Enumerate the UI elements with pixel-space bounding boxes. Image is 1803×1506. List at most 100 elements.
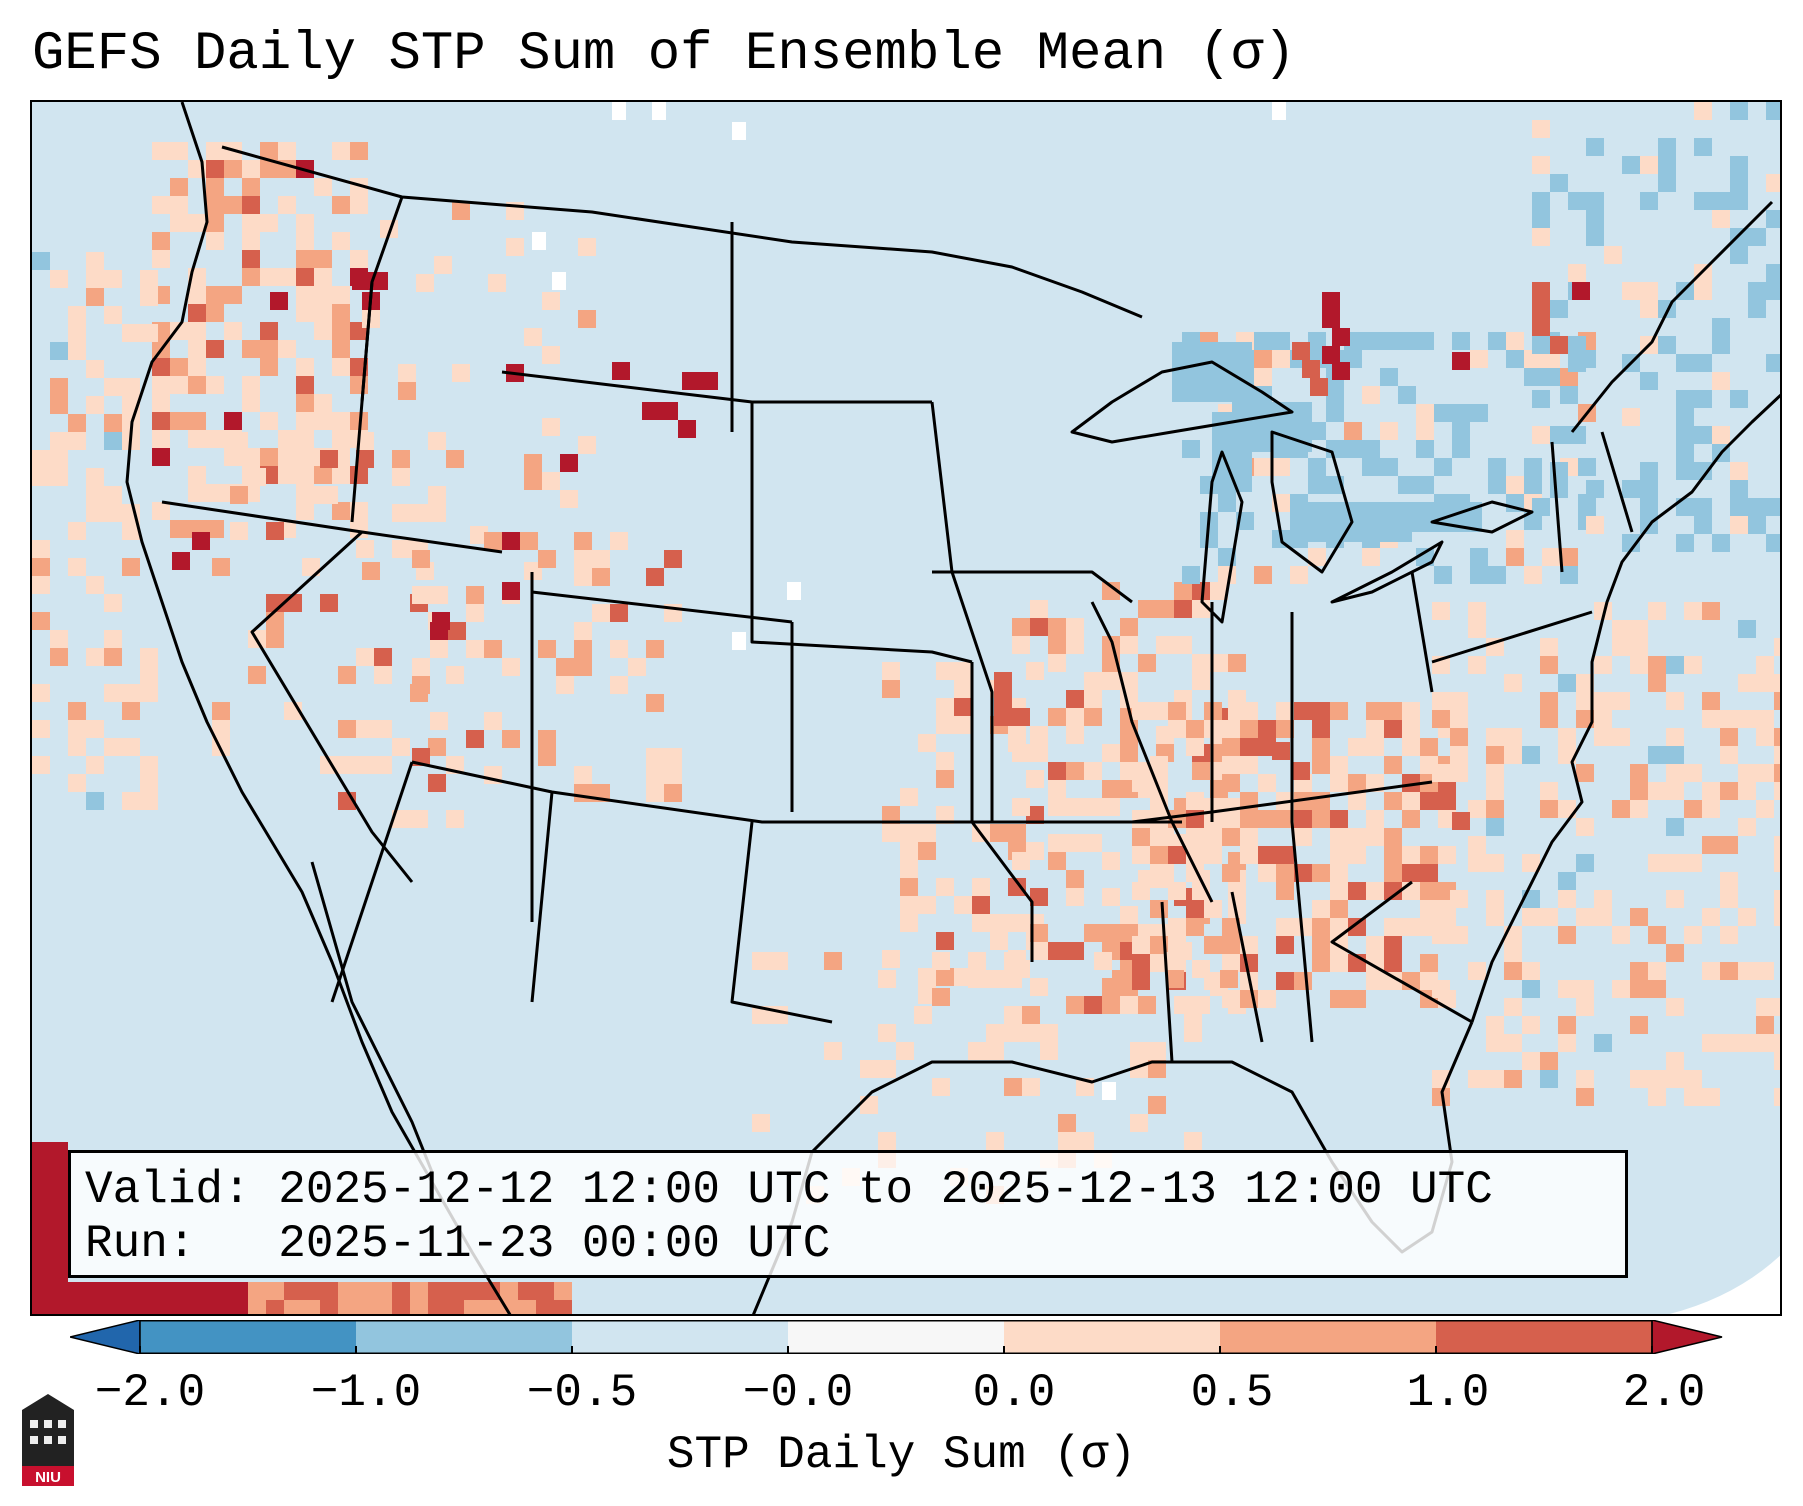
anomaly-cell: [1240, 828, 1258, 846]
anomaly-cell: [1384, 954, 1402, 972]
anomaly-cell: [488, 274, 506, 292]
anomaly-cell: [1594, 710, 1612, 728]
anomaly-cell: [1384, 972, 1402, 990]
anomaly-cell: [1330, 900, 1348, 918]
anomaly-cell: [242, 448, 260, 466]
anomaly-cell: [1366, 828, 1384, 846]
anomaly-cell: [374, 1300, 392, 1314]
anomaly-cell: [1730, 498, 1748, 516]
anomaly-cell: [1450, 710, 1468, 728]
anomaly-cell: [50, 432, 68, 450]
anomaly-cell: [1348, 828, 1366, 846]
anomaly-cell: [1532, 282, 1550, 300]
anomaly-cell: [428, 1282, 446, 1300]
anomaly-cell: [524, 328, 542, 346]
anomaly-cell: [1468, 656, 1486, 674]
anomaly-cell: [1150, 792, 1168, 810]
anomaly-cell: [1048, 762, 1066, 780]
anomaly-cell: [1524, 476, 1542, 494]
anomaly-cell: [188, 304, 206, 322]
anomaly-cell: [206, 340, 224, 358]
anomaly-cell: [1558, 674, 1576, 692]
anomaly-cell: [1150, 954, 1168, 972]
anomaly-cell: [1434, 404, 1452, 422]
anomaly-cell: [86, 486, 104, 504]
anomaly-cell: [1648, 656, 1666, 674]
anomaly-cell: [1702, 908, 1720, 926]
anomaly-cell: [1004, 1078, 1022, 1096]
anomaly-cell: [1348, 846, 1366, 864]
anomaly-cell: [896, 1042, 914, 1060]
anomaly-cell: [1120, 636, 1138, 654]
anomaly-cell: [314, 250, 332, 268]
anomaly-cell: [1272, 332, 1290, 350]
anomaly-cell: [86, 720, 104, 738]
anomaly-cell: [1204, 846, 1222, 864]
anomaly-cell: [1312, 936, 1330, 954]
boundary-line: [1430, 500, 1534, 534]
anomaly-cell: [50, 450, 68, 468]
anomaly-cell: [1348, 990, 1366, 1008]
anomaly-cell: [350, 250, 368, 268]
anomaly-cell: [104, 270, 122, 288]
anomaly-cell: [1666, 764, 1684, 782]
anomaly-cell: [882, 824, 900, 842]
anomaly-cell: [1576, 854, 1594, 872]
anomaly-cell: [446, 810, 464, 828]
anomaly-cell: [1384, 828, 1402, 846]
anomaly-cell: [1468, 836, 1486, 854]
anomaly-cell: [1222, 918, 1240, 936]
anomaly-cell: [560, 454, 578, 472]
anomaly-cell: [32, 468, 50, 486]
anomaly-cell: [1302, 360, 1320, 378]
anomaly-cell: [1702, 962, 1720, 980]
anomaly-cell: [1774, 1034, 1780, 1052]
anomaly-cell: [1292, 342, 1310, 360]
boundary-line: [750, 402, 973, 664]
anomaly-cell: [1504, 1070, 1522, 1088]
anomaly-cell: [32, 1250, 50, 1268]
anomaly-cell: [1416, 332, 1434, 350]
anomaly-cell: [1558, 746, 1576, 764]
anomaly-cell: [1532, 426, 1550, 444]
anomaly-cell: [932, 1078, 950, 1096]
anomaly-cell: [296, 466, 314, 484]
anomaly-cell: [1330, 864, 1348, 882]
anomaly-cell: [332, 286, 350, 304]
anomaly-cell: [1312, 810, 1330, 828]
anomaly-cell: [32, 1282, 50, 1300]
anomaly-cell: [542, 346, 560, 364]
anomaly-cell: [1192, 582, 1210, 600]
anomaly-cell: [538, 748, 556, 766]
anomaly-cell: [170, 214, 188, 232]
anomaly-cell: [1586, 210, 1604, 228]
anomaly-cell: [1330, 810, 1348, 828]
anomaly-cell: [32, 756, 50, 774]
anomaly-cell: [1738, 674, 1756, 692]
anomaly-cell: [1720, 782, 1738, 800]
anomaly-cell: [1452, 440, 1470, 458]
anomaly-cell: [986, 1042, 1004, 1060]
anomaly-cell: [1766, 282, 1780, 300]
anomaly-cell: [990, 824, 1008, 842]
anomaly-cell: [1076, 1132, 1094, 1150]
anomaly-cell: [1572, 282, 1590, 300]
anomaly-cell: [374, 756, 392, 774]
anomaly-cell: [1766, 534, 1780, 552]
anomaly-cell: [1630, 980, 1648, 998]
anomaly-cell: [1540, 1052, 1558, 1070]
anomaly-cell: [1542, 368, 1560, 386]
anomaly-cell: [1658, 336, 1676, 354]
anomaly-cell: [1774, 674, 1780, 692]
anomaly-cell: [612, 362, 630, 380]
anomaly-cell: [972, 878, 990, 896]
anomaly-cell: [878, 1132, 896, 1150]
colorbar-segment: [1004, 1320, 1220, 1354]
anomaly-cell: [1702, 782, 1720, 800]
anomaly-cell: [1756, 728, 1774, 746]
anomaly-cell: [1540, 692, 1558, 710]
anomaly-cell: [466, 730, 484, 748]
anomaly-cell: [1276, 846, 1294, 864]
anomaly-cell: [1666, 854, 1684, 872]
anomaly-cell: [104, 738, 122, 756]
